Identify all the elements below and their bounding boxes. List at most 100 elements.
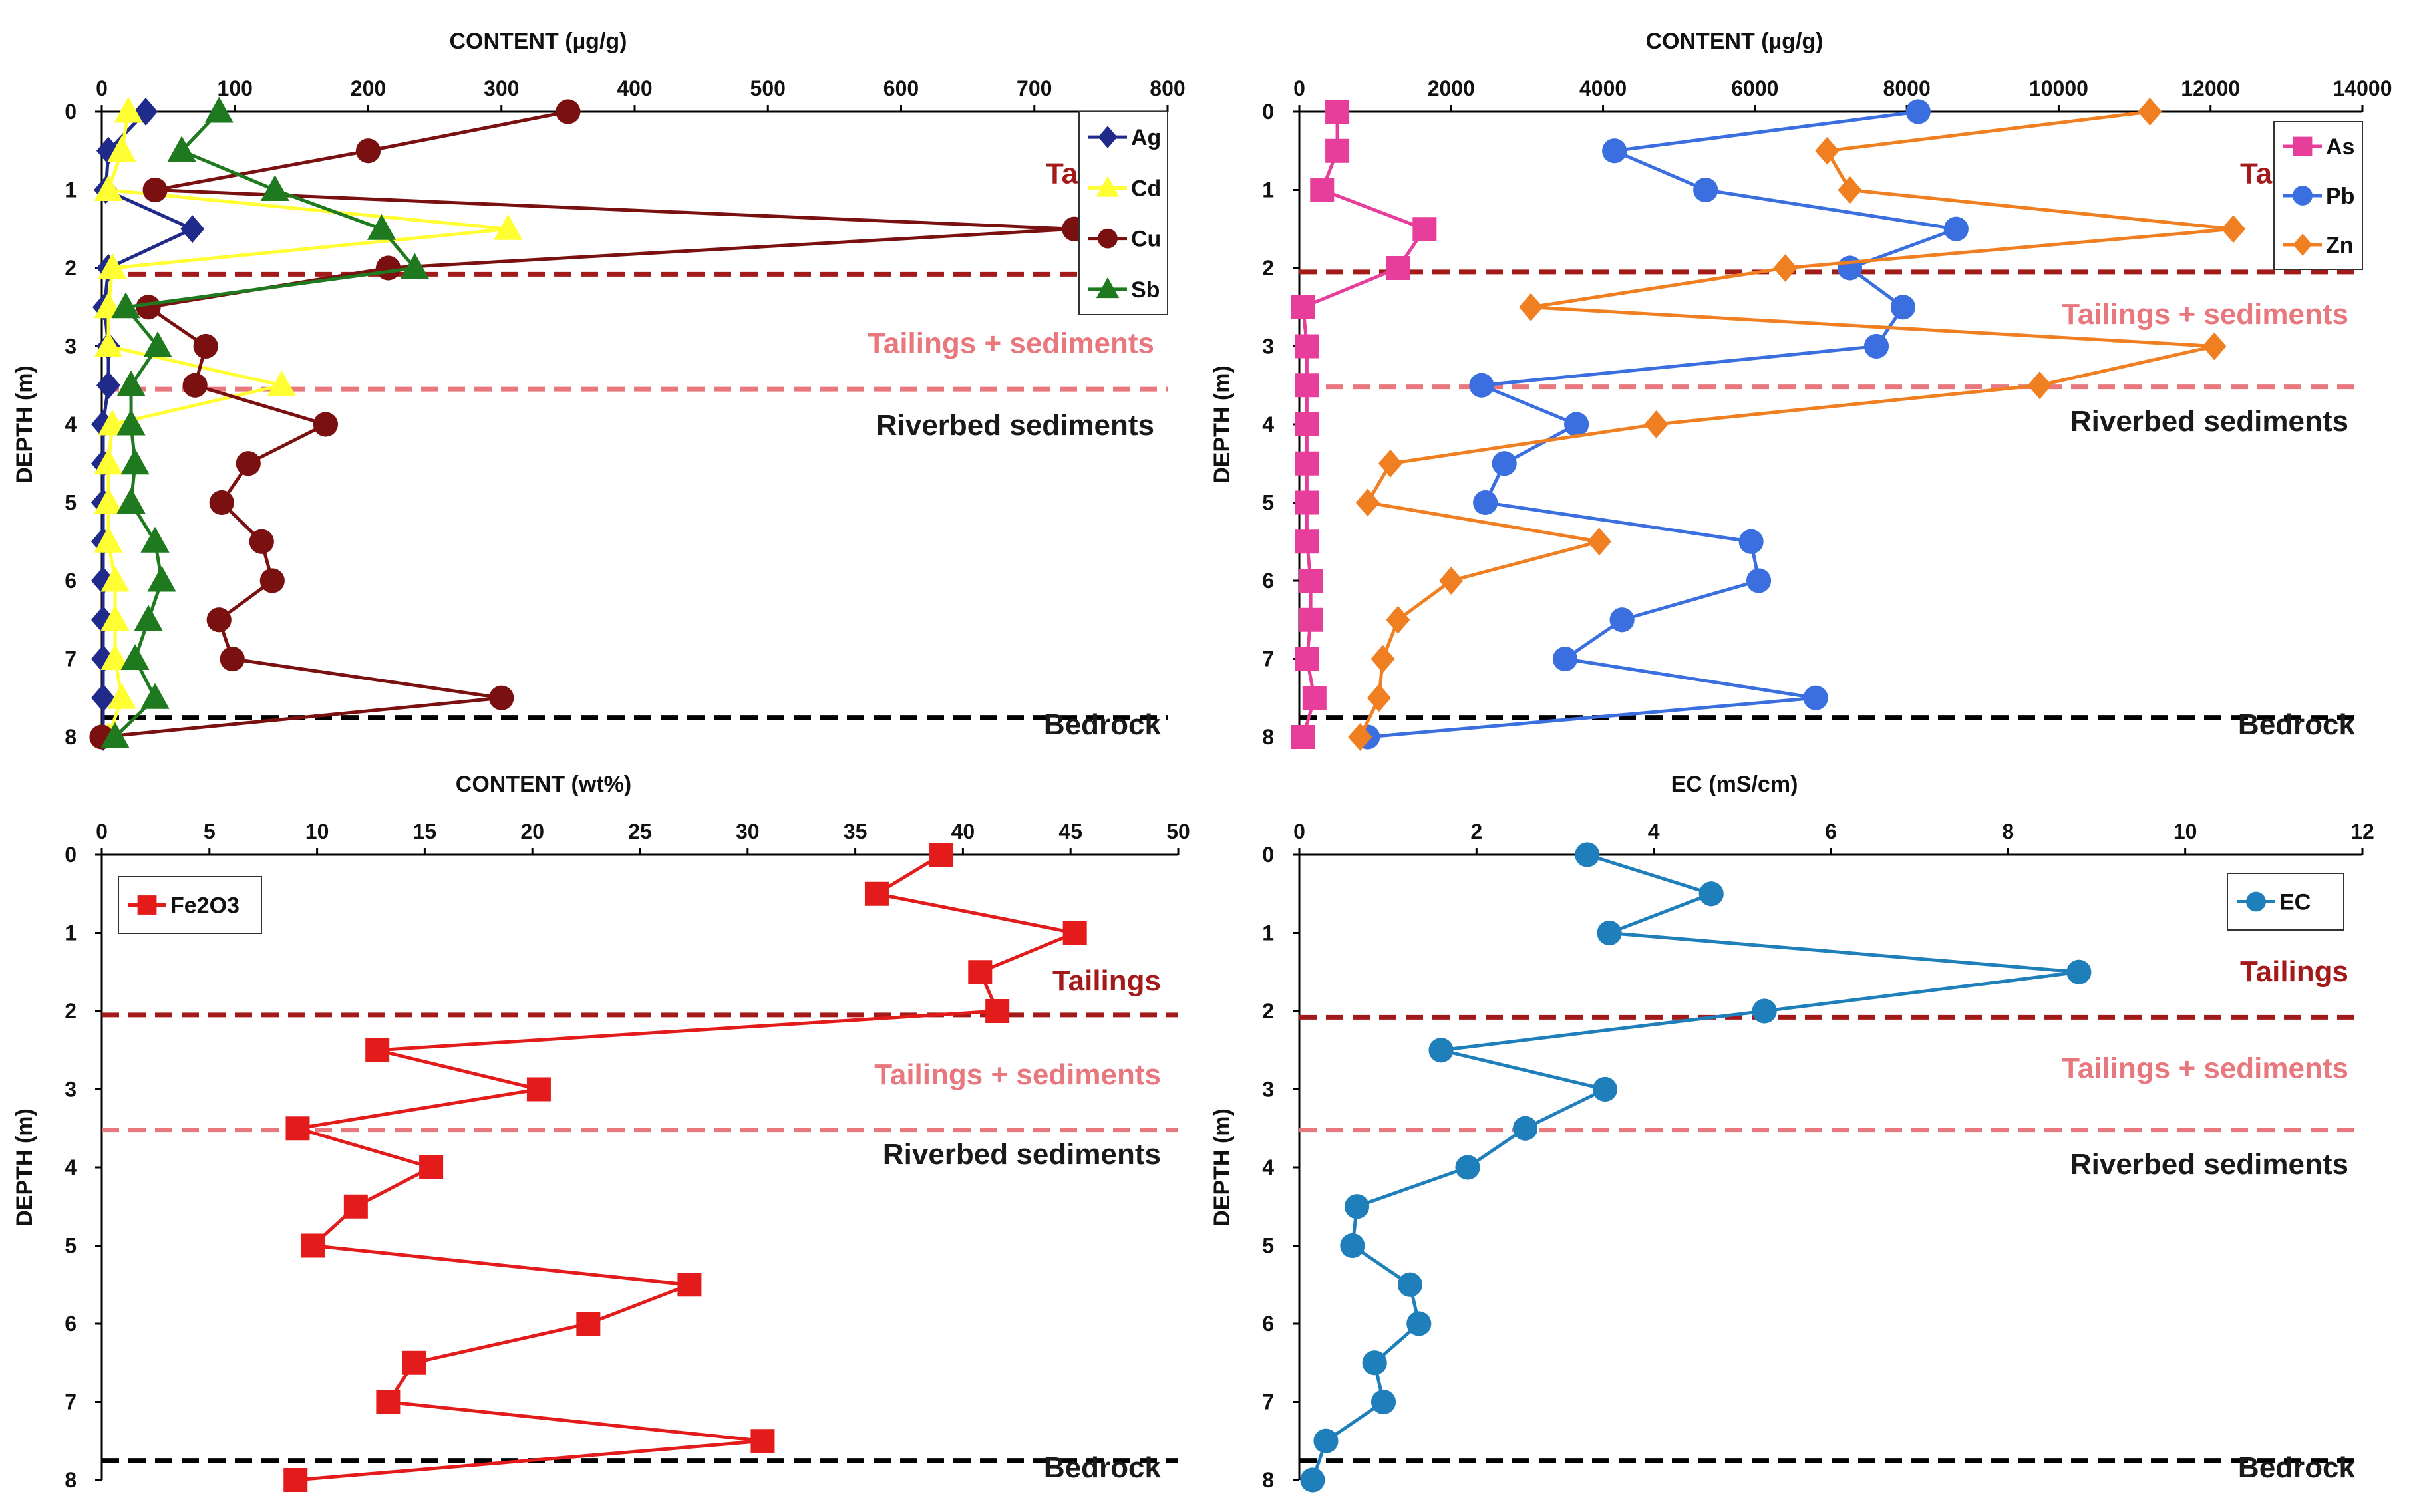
data-point [260, 175, 289, 201]
y-tick-label: 5 [65, 491, 77, 515]
data-point [1325, 100, 1350, 124]
x-tick-label: 12 [2350, 820, 2374, 843]
data-point [120, 644, 150, 670]
legend-marker [1098, 228, 1118, 249]
data-point [1597, 920, 1622, 946]
data-point [1295, 334, 1319, 359]
data-point [94, 488, 123, 514]
data-point [1575, 842, 1600, 867]
x-axis-title: EC (mS/cm) [1671, 772, 1798, 797]
legend-label: Cu [1131, 227, 1161, 252]
data-point [96, 371, 121, 400]
data-point [143, 331, 172, 357]
x-tick-label: 100 [218, 76, 253, 100]
data-point [94, 331, 123, 357]
data-point [2221, 215, 2245, 243]
x-tick-label: 200 [351, 76, 386, 100]
x-tick-label: 5 [204, 820, 216, 843]
data-point [985, 999, 1010, 1023]
series-as [1291, 100, 1437, 749]
data-point [419, 1155, 444, 1179]
data-point [1386, 256, 1410, 280]
data-point [91, 684, 116, 712]
zone-label: Tailings [2240, 955, 2348, 988]
legend: EC [2227, 873, 2344, 931]
series-fe2o3 [283, 843, 1087, 1492]
x-tick-label: 2000 [1428, 76, 1475, 100]
data-point [140, 526, 170, 553]
y-tick-label: 6 [65, 1312, 77, 1336]
data-point [1738, 529, 1764, 554]
data-point [142, 177, 168, 203]
x-tick-label: 10 [2173, 820, 2197, 843]
data-point [1397, 1272, 1423, 1297]
x-tick-label: 400 [617, 76, 652, 100]
y-tick-label: 2 [65, 256, 77, 280]
data-point [1746, 568, 1772, 593]
data-point [494, 214, 523, 240]
data-point [313, 412, 339, 437]
x-tick-label: 14000 [2333, 76, 2392, 100]
data-point [750, 1429, 775, 1453]
data-point [1439, 567, 1464, 595]
x-tick-label: 700 [1017, 76, 1052, 100]
data-point [209, 490, 234, 516]
y-axis-title: DEPTH (m) [12, 1108, 37, 1227]
data-point [1644, 410, 1669, 438]
data-point [1943, 216, 1969, 241]
data-point [1428, 1038, 1454, 1063]
y-tick-label: 8 [65, 725, 77, 749]
y-tick-label: 8 [1262, 1468, 1274, 1492]
data-point [116, 370, 146, 396]
legend-marker [2293, 136, 2313, 156]
y-tick-label: 3 [1262, 335, 1274, 359]
data-point [1469, 373, 1494, 398]
data-point [1378, 449, 1402, 478]
data-point [489, 685, 514, 710]
data-point [100, 565, 130, 592]
legend-label: EC [2279, 890, 2311, 915]
data-point [1295, 412, 1319, 436]
data-point [120, 448, 150, 475]
y-tick-label: 3 [65, 335, 77, 359]
data-point [402, 1350, 426, 1375]
x-tick-label: 12000 [2181, 76, 2240, 100]
data-point [249, 529, 274, 554]
data-point [365, 1038, 390, 1062]
data-point [1295, 373, 1319, 398]
data-point [556, 99, 581, 124]
data-point [1355, 488, 1380, 517]
data-point [107, 682, 136, 709]
data-point [2066, 959, 2092, 984]
zone-label: Tailings + sediments [868, 327, 1154, 360]
x-tick-label: 800 [1150, 76, 1185, 100]
y-tick-label: 6 [1262, 1312, 1274, 1336]
series-zn [1348, 98, 2245, 751]
data-point [114, 96, 143, 123]
y-tick-label: 0 [65, 100, 77, 124]
y-tick-label: 0 [1262, 843, 1274, 867]
data-point [1348, 723, 1372, 751]
y-tick-label: 2 [1262, 999, 1274, 1023]
x-tick-label: 4000 [1579, 76, 1627, 100]
data-point [1815, 136, 1840, 165]
data-point [301, 1233, 325, 1258]
data-point [1325, 138, 1350, 163]
data-point [526, 1077, 551, 1102]
y-tick-label: 2 [1262, 256, 1274, 280]
x-tick-label: 0 [96, 820, 108, 843]
data-point [343, 1194, 368, 1219]
data-point [2138, 98, 2162, 126]
data-point [1693, 177, 1718, 203]
data-point [1564, 412, 1589, 437]
data-point [1370, 645, 1395, 673]
data-point [367, 214, 397, 240]
y-tick-label: 7 [1262, 1390, 1274, 1414]
data-point [100, 722, 130, 748]
data-point [94, 175, 123, 201]
legend: As Pb Zn [2273, 121, 2363, 270]
y-axis-title: DEPTH (m) [1209, 1108, 1235, 1227]
data-point [193, 333, 218, 359]
data-point [1412, 217, 1437, 241]
